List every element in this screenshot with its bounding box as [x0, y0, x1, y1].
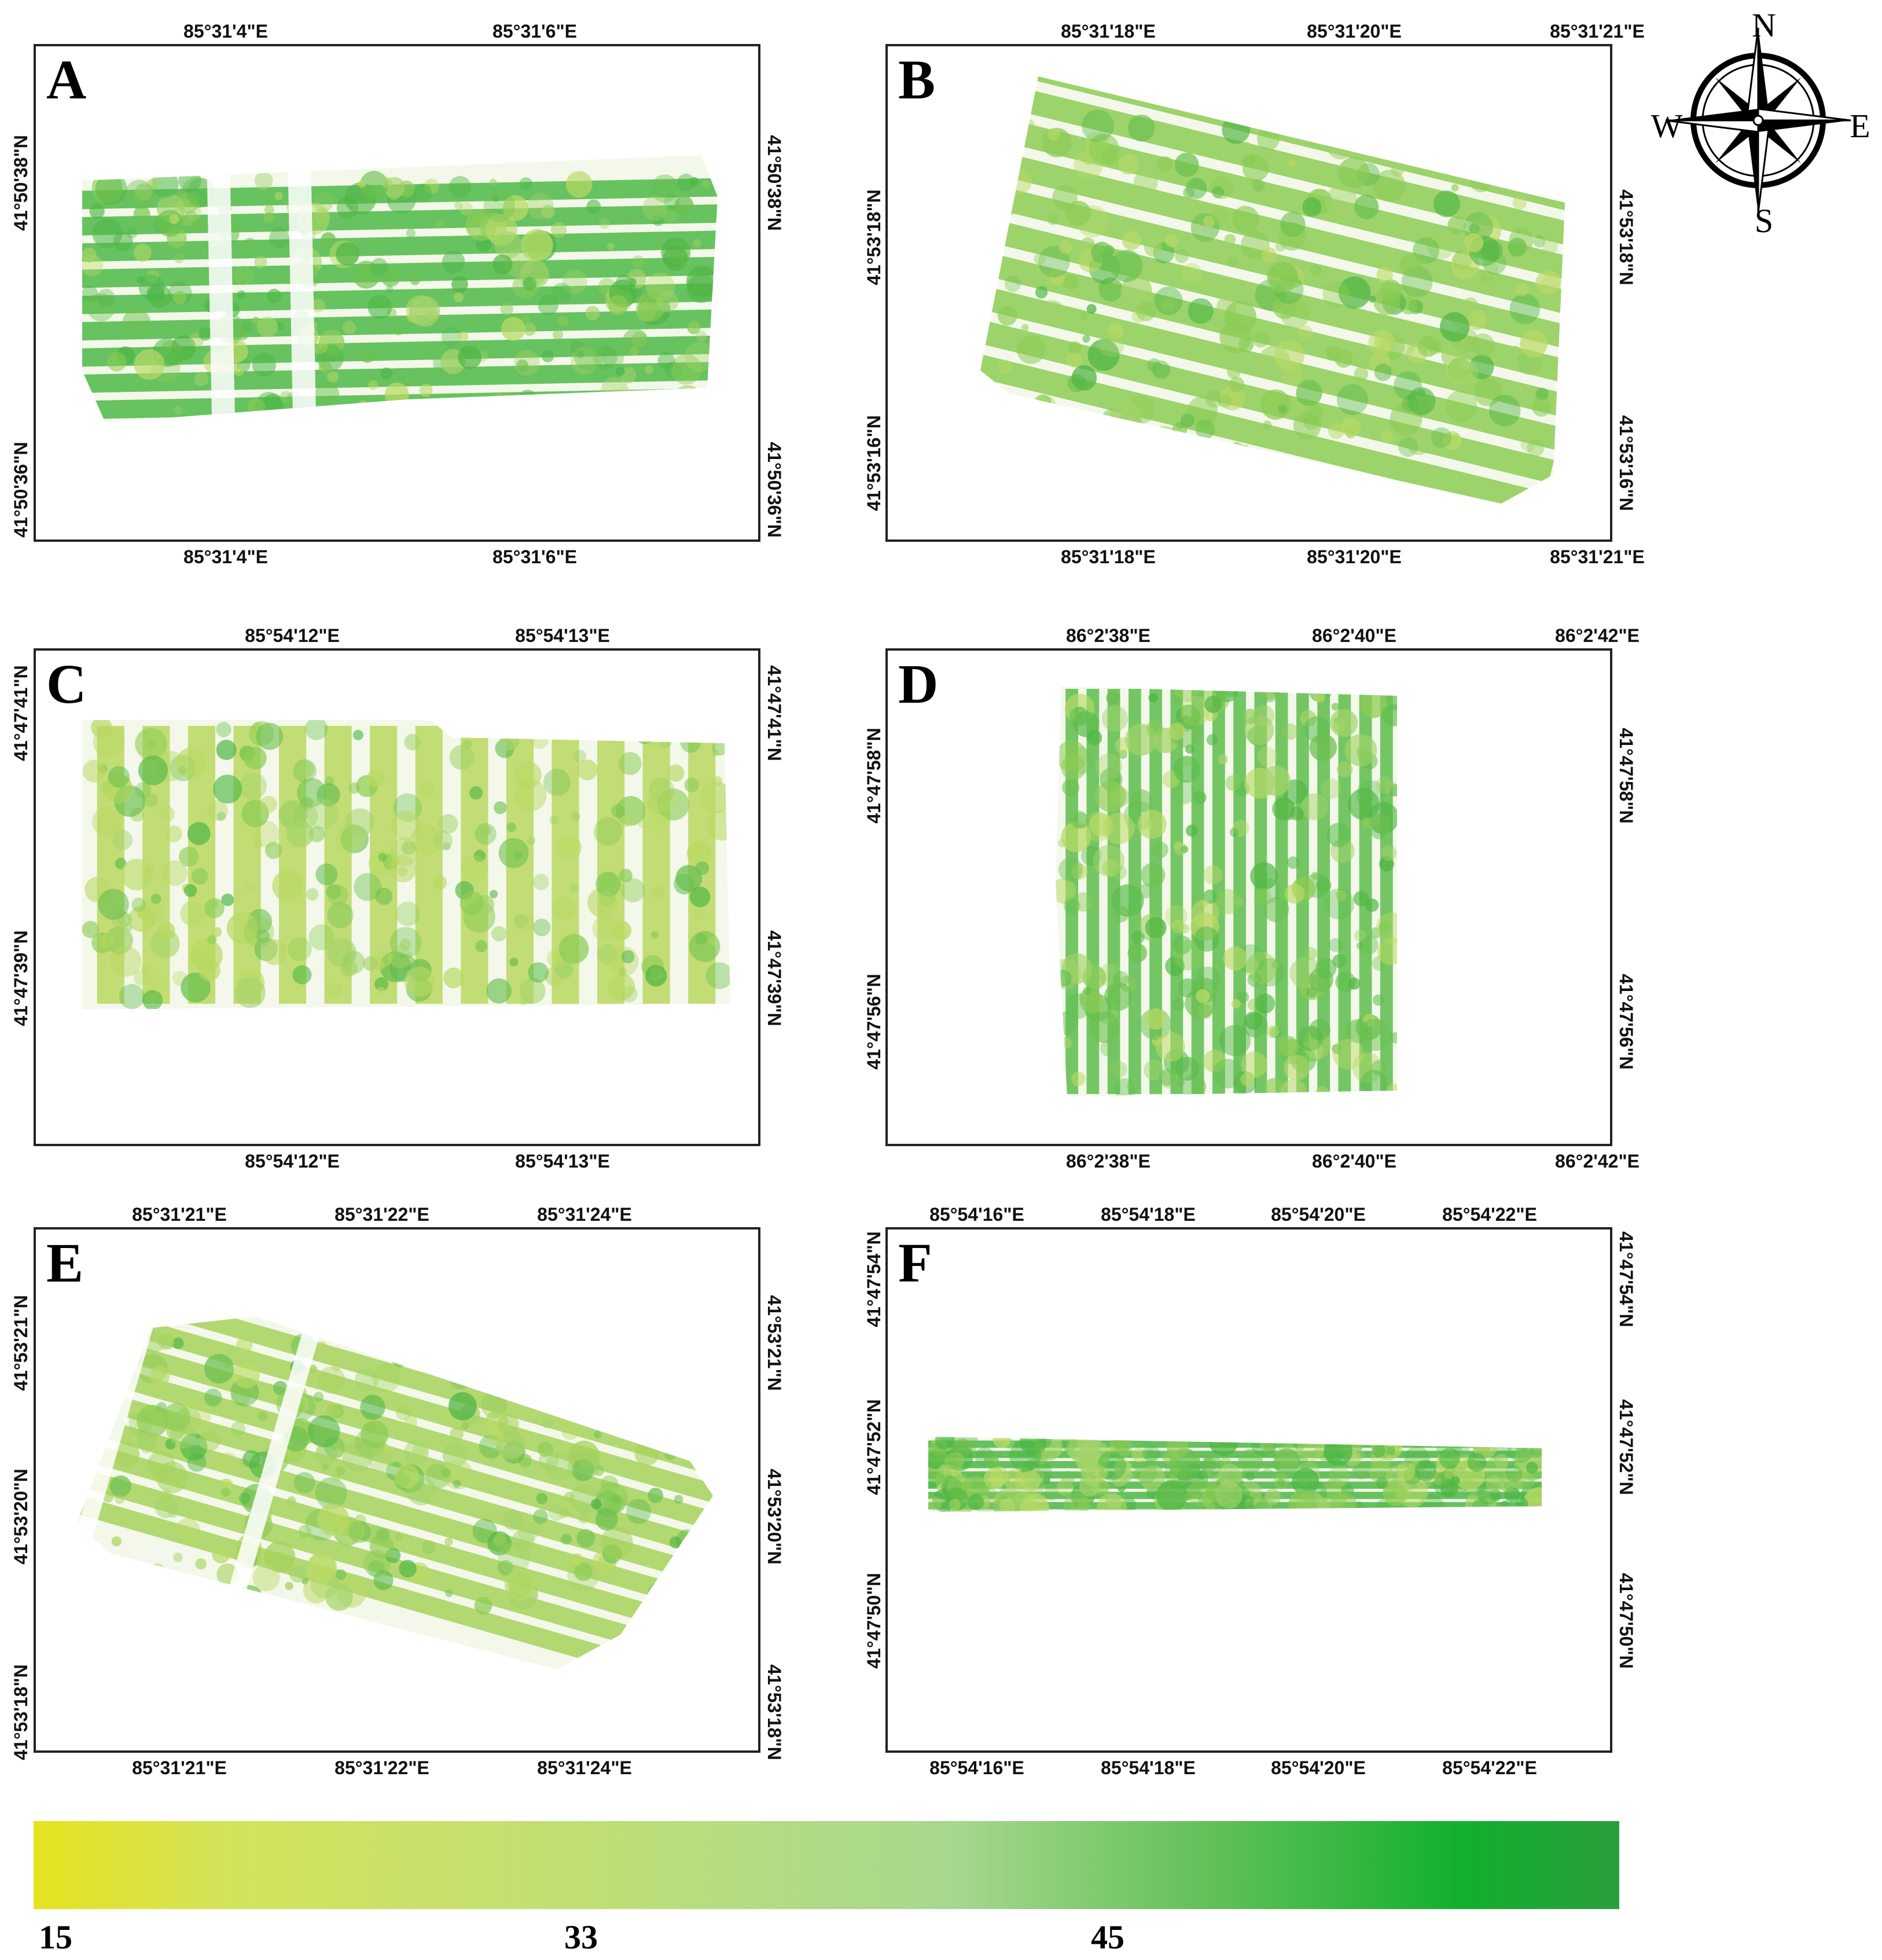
lat-label-left: 41°50'36"N	[10, 442, 31, 538]
map-panel-c: C	[34, 648, 760, 1146]
lon-label-bottom: 85°54'13"E	[515, 1151, 610, 1172]
lon-label-bottom: 85°31'24"E	[537, 1757, 632, 1778]
lon-label-bottom: 85°31'20"E	[1307, 546, 1402, 567]
lon-label-top: 85°54'12"E	[245, 625, 340, 646]
lat-label-left: 41°53'18"N	[863, 189, 884, 285]
lat-label-right: 41°53'18"N	[764, 1664, 785, 1760]
field-image-f	[928, 1437, 1542, 1512]
lon-label-bottom: 85°54'22"E	[1442, 1757, 1537, 1778]
lat-label-left: 41°53'21"N	[10, 1295, 31, 1391]
legend-label-min: 15	[39, 1918, 72, 1956]
panel-letter-c: C	[46, 653, 87, 715]
lat-label-right: 41°47'54"N	[1616, 1231, 1637, 1327]
field-image-b	[980, 76, 1565, 504]
panel-letter-a: A	[46, 49, 87, 111]
lat-label-left: 41°47'54"N	[863, 1231, 884, 1327]
lon-label-bottom: 86°2'40"E	[1312, 1151, 1396, 1172]
lon-label-bottom: 85°54'12"E	[245, 1151, 340, 1172]
lat-label-left: 41°47'39"N	[10, 930, 31, 1026]
lon-label-top: 85°54'22"E	[1442, 1204, 1537, 1225]
lon-label-top: 86°2'40"E	[1312, 625, 1396, 646]
lon-label-top: 85°54'16"E	[929, 1204, 1024, 1225]
lon-label-bottom: 86°2'38"E	[1066, 1151, 1150, 1172]
lon-label-bottom: 85°31'21"E	[1550, 546, 1645, 567]
compass-rose-icon: N S E W	[1651, 6, 1870, 238]
lon-label-bottom: 85°54'20"E	[1271, 1757, 1366, 1778]
compass-west-label: W	[1651, 107, 1683, 145]
crop-canopy	[928, 1437, 1542, 1512]
field-image-e	[76, 1316, 713, 1669]
lat-label-right: 41°47'50"N	[1616, 1573, 1637, 1669]
lat-label-left: 41°53'18"N	[10, 1664, 31, 1760]
lon-label-bottom: 85°31'18"E	[1061, 546, 1156, 567]
lon-label-top: 85°54'20"E	[1271, 1204, 1366, 1225]
panel-letter-d: D	[898, 653, 939, 715]
lat-label-left: 41°53'16"N	[863, 415, 884, 511]
lon-label-top: 85°31'20"E	[1307, 21, 1402, 42]
lon-label-top: 85°31'22"E	[335, 1204, 429, 1225]
lon-label-bottom: 85°31'22"E	[335, 1757, 429, 1778]
map-panel-b: B	[885, 44, 1612, 542]
lon-label-top: 86°2'38"E	[1066, 625, 1150, 646]
field-image-d	[1056, 687, 1397, 1096]
map-panel-f: F	[885, 1227, 1612, 1753]
lat-label-left: 41°53'20"N	[10, 1469, 31, 1565]
lon-label-top: 85°31'21"E	[132, 1204, 227, 1225]
compass-south-label: S	[1754, 202, 1774, 240]
lat-label-right: 41°47'58"N	[1616, 728, 1637, 824]
legend-label-mid: 33	[564, 1918, 598, 1956]
lat-label-left: 41°50'38"N	[10, 135, 31, 231]
crop-canopy	[82, 720, 730, 1010]
lon-label-top: 86°2'42"E	[1555, 625, 1640, 646]
lon-label-top: 85°31'24"E	[537, 1204, 632, 1225]
map-panel-e: E	[34, 1227, 760, 1753]
lat-label-right: 41°53'20"N	[764, 1469, 785, 1565]
lat-label-right: 41°53'18"N	[1616, 189, 1637, 285]
lat-label-left: 41°47'58"N	[863, 728, 884, 824]
lat-label-right: 41°50'36"N	[764, 442, 785, 538]
crop-canopy	[980, 76, 1565, 504]
crop-canopy	[1056, 687, 1397, 1096]
crop-canopy	[76, 1316, 713, 1669]
color-scale-bar	[34, 1821, 1619, 1909]
lat-label-right: 41°47'39"N	[764, 930, 785, 1026]
lon-label-top: 85°31'4"E	[183, 21, 268, 42]
panel-letter-b: B	[898, 49, 936, 111]
field-image-c	[82, 720, 730, 1010]
lon-label-bottom: 85°54'16"E	[929, 1757, 1024, 1778]
map-panel-a: A	[34, 44, 760, 542]
lat-label-right: 41°47'41"N	[764, 665, 785, 761]
lat-label-right: 41°53'21"N	[764, 1295, 785, 1391]
lon-label-top: 85°31'18"E	[1061, 21, 1156, 42]
lat-label-right: 41°50'38"N	[764, 135, 785, 231]
lon-label-top: 85°31'21"E	[1550, 21, 1645, 42]
lat-label-left: 41°47'52"N	[863, 1399, 884, 1495]
compass-east-label: E	[1850, 107, 1870, 145]
lat-label-left: 41°47'50"N	[863, 1573, 884, 1669]
lon-label-bottom: 85°31'6"E	[492, 546, 577, 567]
panel-letter-f: F	[898, 1232, 932, 1294]
lon-label-top: 85°54'13"E	[515, 625, 610, 646]
field-image-a	[82, 155, 718, 423]
crop-canopy	[82, 155, 718, 423]
legend-label-high: 45	[1091, 1918, 1124, 1956]
lon-label-top: 85°31'6"E	[492, 21, 577, 42]
lon-label-top: 85°54'18"E	[1101, 1204, 1196, 1225]
lon-label-bottom: 85°31'4"E	[183, 546, 268, 567]
lat-label-right: 41°47'56"N	[1616, 974, 1637, 1070]
compass-north-label: N	[1752, 6, 1776, 44]
lon-label-bottom: 85°54'18"E	[1101, 1757, 1196, 1778]
lat-label-left: 41°47'56"N	[863, 974, 884, 1070]
lat-label-right: 41°47'52"N	[1616, 1399, 1637, 1495]
lon-label-bottom: 85°31'21"E	[132, 1757, 227, 1778]
lon-label-bottom: 86°2'42"E	[1555, 1151, 1640, 1172]
panel-letter-e: E	[46, 1232, 84, 1294]
lat-label-left: 41°47'41"N	[10, 665, 31, 761]
lat-label-right: 41°53'16"N	[1616, 415, 1637, 511]
map-panel-d: D	[885, 648, 1612, 1146]
